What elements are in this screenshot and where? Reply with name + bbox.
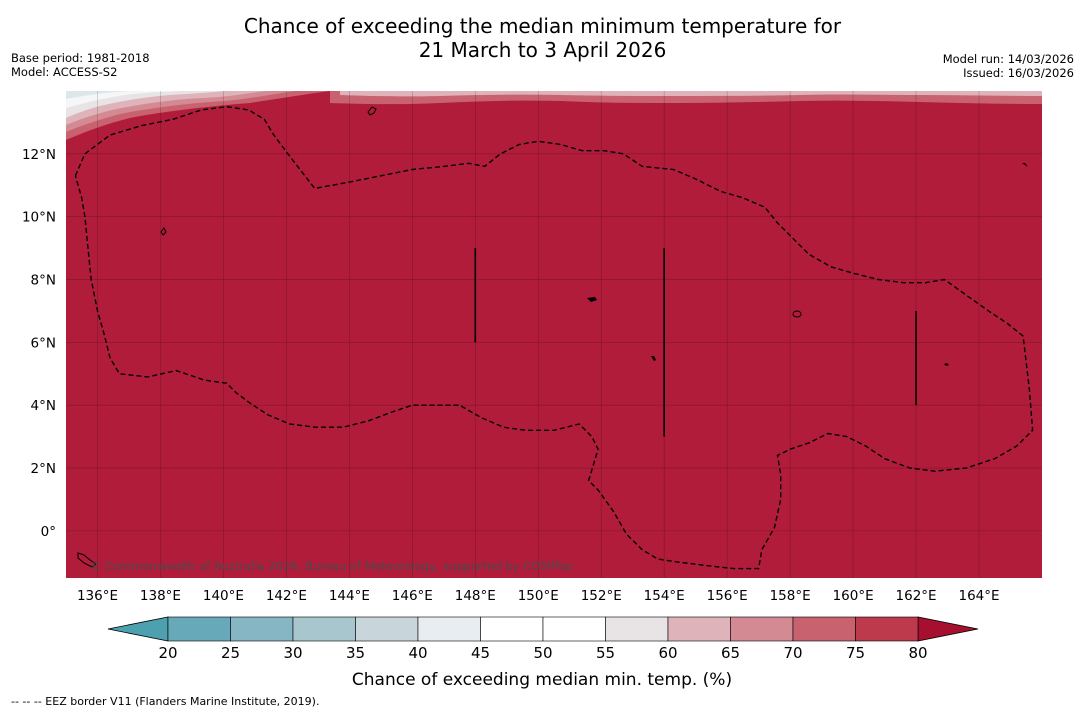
colorbar-segment xyxy=(605,616,669,642)
lon-tick-label: 148°E xyxy=(455,588,496,604)
lat-tick-label: 2°N xyxy=(31,461,56,477)
colorbar-tick-label: 65 xyxy=(721,644,740,662)
lon-tick-label: 142°E xyxy=(266,588,307,604)
colorbar-segment xyxy=(480,616,544,642)
base-period: Base period: 1981-2018 xyxy=(11,51,150,65)
colorbar-segment xyxy=(855,616,919,642)
colorbar-segment xyxy=(167,616,231,642)
colorbar-tick-label: 35 xyxy=(346,644,365,662)
colorbar-tick-label: 40 xyxy=(408,644,427,662)
lon-tick-label: 136°E xyxy=(77,588,118,604)
lon-tick-label: 154°E xyxy=(644,588,685,604)
probability-fill xyxy=(66,91,1042,578)
lat-tick-label: 6°N xyxy=(31,335,56,351)
title-line-1: Chance of exceeding the median minimum t… xyxy=(243,14,842,38)
colorbar-tick-label: 45 xyxy=(471,644,490,662)
colorbar-segment xyxy=(230,616,294,642)
colorbar-tick-label: 55 xyxy=(596,644,615,662)
colorbar-tick-label: 30 xyxy=(283,644,302,662)
contour-band-50 xyxy=(66,91,180,108)
meridian-markers xyxy=(474,248,917,437)
lon-tick-label: 144°E xyxy=(329,588,370,604)
lon-tick-label: 164°E xyxy=(959,588,1000,604)
longitude-labels: 136°E 138°E 140°E 142°E 144°E 146°E 148°E 150°E… xyxy=(77,588,1000,604)
colorbar-segment xyxy=(355,616,419,642)
colorbar-tick-label: 75 xyxy=(846,644,865,662)
lon-tick-label: 152°E xyxy=(581,588,622,604)
lon-tick-label: 160°E xyxy=(833,588,874,604)
colorbar-segment xyxy=(730,616,794,642)
colorbar-tick-label: 20 xyxy=(158,644,177,662)
colorbar-tick-label: 25 xyxy=(221,644,240,662)
map-area: © Commonwealth of Australia 2026, Bureau… xyxy=(66,91,1042,578)
contour-band-top-60 xyxy=(340,91,1042,97)
colorbar-segment xyxy=(417,616,481,642)
colorbar-segment xyxy=(542,616,606,642)
model-run: Model run: 14/03/2026 xyxy=(942,52,1074,66)
lon-tick-label: 158°E xyxy=(770,588,811,604)
lon-tick-label: 150°E xyxy=(518,588,559,604)
model-name: Model: ACCESS-S2 xyxy=(11,65,118,79)
lat-tick-label: 4°N xyxy=(31,398,56,414)
lon-tick-label: 162°E xyxy=(896,588,937,604)
colorbar-tick-label: 60 xyxy=(658,644,677,662)
colorbar-segment xyxy=(792,616,856,642)
copyright-text: © Commonwealth of Australia 2026, Bureau… xyxy=(90,559,574,573)
meta-left: Base period: 1981-2018 Model: ACCESS-S2 xyxy=(11,51,150,79)
colorbar-tick-label: 50 xyxy=(533,644,552,662)
lat-tick-label: 12°N xyxy=(22,147,56,163)
colorbar-segment xyxy=(292,616,356,642)
lat-tick-label: 8°N xyxy=(31,273,56,289)
colorbar: 20 25 30 35 40 45 50 55 60 65 70 75 80 xyxy=(107,616,979,662)
lon-tick-label: 138°E xyxy=(140,588,181,604)
chart-title: Chance of exceeding the median minimum t… xyxy=(0,14,1085,62)
colorbar-under-arrow xyxy=(107,616,169,642)
colorbar-label: Chance of exceeding median min. temp. (%… xyxy=(352,670,732,690)
colorbar-tick-label: 70 xyxy=(783,644,802,662)
title-line-2: 21 March to 3 April 2026 xyxy=(418,38,667,62)
contour-band-40 xyxy=(66,91,130,99)
colorbar-tick-label: 80 xyxy=(908,644,927,662)
issued-date: Issued: 16/03/2026 xyxy=(963,66,1074,80)
eez-footnote: -- -- -- EEZ border V11 (Flanders Marine… xyxy=(11,695,320,708)
colorbar-segment xyxy=(667,616,731,642)
eez-border xyxy=(74,105,1034,570)
lon-tick-label: 156°E xyxy=(707,588,748,604)
lon-tick-label: 140°E xyxy=(203,588,244,604)
lat-tick-label: 0° xyxy=(41,524,56,540)
meta-right: Model run: 14/03/2026 Issued: 16/03/2026 xyxy=(943,52,1074,80)
lat-tick-label: 10°N xyxy=(22,210,56,226)
islands xyxy=(77,106,1028,568)
latitude-labels: 12°N 10°N 8°N 6°N 4°N 2°N 0° xyxy=(22,147,56,540)
colorbar-over-arrow xyxy=(917,616,979,642)
lon-tick-label: 146°E xyxy=(392,588,433,604)
